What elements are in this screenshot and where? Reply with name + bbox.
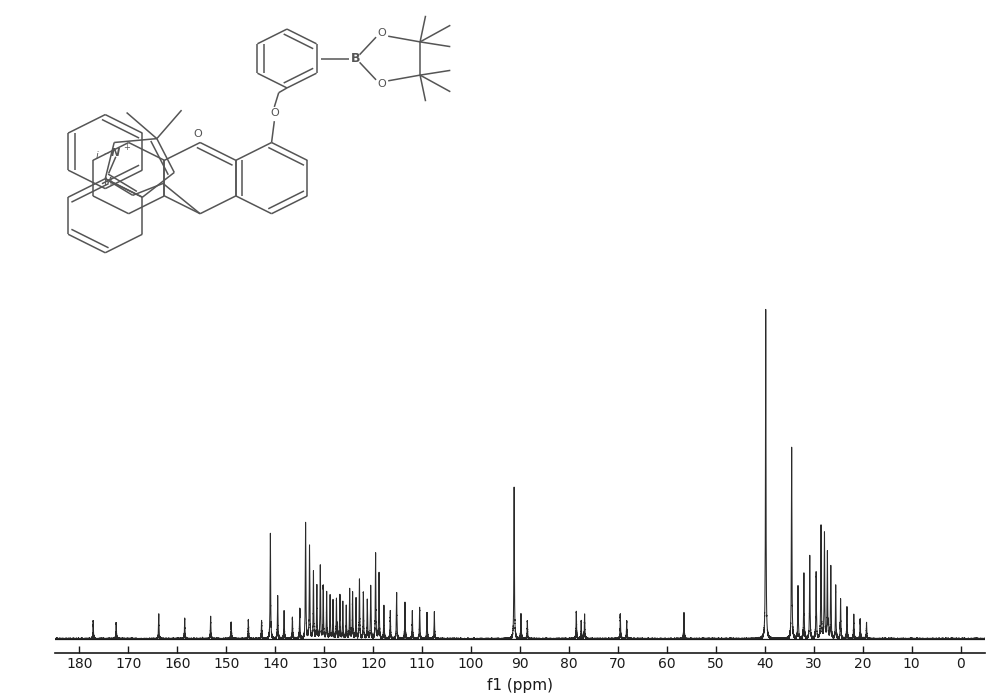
Text: M: M — [104, 177, 113, 187]
X-axis label: f1 (ppm): f1 (ppm) — [487, 678, 553, 693]
Text: B: B — [351, 52, 360, 65]
Text: ⁻: ⁻ — [103, 151, 108, 161]
Text: O: O — [270, 107, 279, 118]
Text: O: O — [377, 79, 386, 89]
Text: N: N — [111, 148, 120, 158]
Text: O: O — [193, 129, 202, 139]
Text: O: O — [377, 29, 386, 38]
Text: +: + — [123, 143, 130, 151]
Text: i: i — [95, 151, 98, 161]
